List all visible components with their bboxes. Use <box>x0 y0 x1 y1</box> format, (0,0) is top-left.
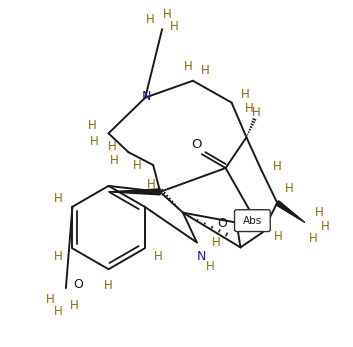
Text: H: H <box>110 154 119 167</box>
Text: H: H <box>170 20 178 33</box>
Text: N: N <box>197 250 207 263</box>
Text: Abs: Abs <box>243 215 262 226</box>
Text: H: H <box>315 206 323 219</box>
Text: H: H <box>108 140 117 153</box>
Text: H: H <box>207 260 215 273</box>
Text: O: O <box>73 278 83 290</box>
Text: H: H <box>147 178 156 192</box>
Text: H: H <box>184 60 192 73</box>
Text: H: H <box>46 294 54 306</box>
Text: H: H <box>146 13 155 26</box>
Text: O: O <box>218 217 228 230</box>
Text: H: H <box>309 232 317 245</box>
Text: H: H <box>133 159 142 171</box>
Text: H: H <box>70 299 78 312</box>
FancyBboxPatch shape <box>234 210 270 231</box>
Text: H: H <box>201 64 209 77</box>
Text: H: H <box>54 192 63 205</box>
Text: H: H <box>54 305 62 319</box>
Polygon shape <box>108 189 160 195</box>
Text: N: N <box>142 90 151 103</box>
Text: H: H <box>154 250 163 263</box>
Text: H: H <box>245 102 254 115</box>
Text: H: H <box>274 230 282 243</box>
Text: O: O <box>192 138 202 151</box>
Text: H: H <box>212 236 221 249</box>
Text: H: H <box>54 250 63 263</box>
Text: H: H <box>252 106 261 119</box>
Text: H: H <box>285 183 293 195</box>
Text: H: H <box>90 135 99 148</box>
Polygon shape <box>276 201 305 223</box>
Text: H: H <box>241 88 250 101</box>
Text: H: H <box>321 220 329 233</box>
Text: H: H <box>104 279 113 291</box>
Text: H: H <box>163 8 172 21</box>
Text: H: H <box>88 119 97 132</box>
Text: H: H <box>273 160 282 172</box>
